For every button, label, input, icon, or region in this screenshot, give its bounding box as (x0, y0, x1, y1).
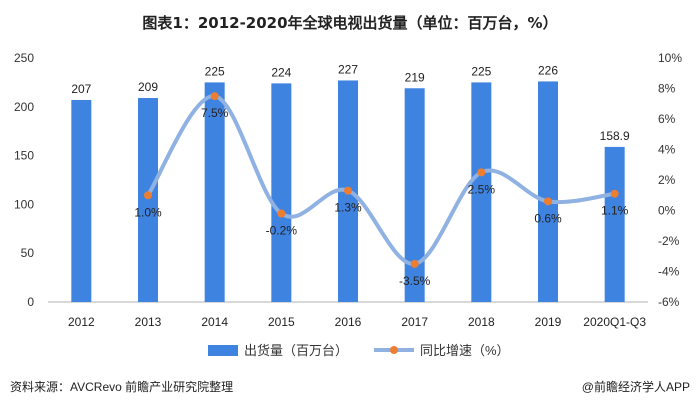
growth-point (610, 189, 619, 198)
bar (71, 99, 92, 302)
bar-value-label: 207 (71, 82, 91, 96)
bar (471, 82, 492, 303)
growth-line (144, 92, 619, 268)
bar (404, 88, 425, 302)
bar (271, 83, 292, 302)
growth-point (344, 186, 352, 195)
bars (71, 80, 625, 303)
bar (538, 81, 558, 302)
bar-value-label: 219 (405, 70, 425, 84)
growth-value-label: -0.2% (266, 224, 298, 238)
growth-point (210, 92, 219, 101)
growth-value-label: 7.5% (201, 106, 229, 120)
bar-value-label: 158.9 (600, 129, 630, 143)
bar (204, 82, 225, 303)
x-tick-label: 2015 (268, 315, 295, 329)
x-tick-label: 2017 (401, 315, 428, 329)
growth-value-label: 2.5% (468, 182, 496, 196)
source-note: 资料来源：AVCRevo 前瞻产业研究院整理 (10, 379, 233, 394)
legend-bar-swatch (208, 345, 238, 356)
growth-value-label: 1.3% (334, 201, 362, 215)
x-tick-label: 2012 (68, 315, 95, 329)
data-labels: 207 209 225 224 227 219 225 226 158.9 1.0% 7.5% -0.… (71, 62, 630, 287)
legend-line-label: 同比增速（%） (420, 343, 510, 358)
y-left-tick-label: 100 (14, 197, 34, 211)
x-tick-label: 2014 (201, 315, 228, 329)
bar-value-label: 209 (138, 80, 158, 94)
chart-title: 图表1：2012-2020年全球电视出货量（单位：百万台，%） (142, 14, 557, 32)
axes: 0 50 100 150 200 250 -6% -4% -2% 0% 2% 4% 6% 8% 10% 201… (14, 51, 682, 329)
bar (604, 146, 625, 302)
growth-value-label: -3.5% (399, 274, 431, 288)
y-right-tick-label: -2% (658, 234, 680, 248)
x-tick-label: 2020Q1-Q3 (583, 315, 646, 329)
growth-value-label: 0.6% (534, 211, 562, 225)
growth-value-label: 1.1% (601, 204, 629, 218)
growth-point (477, 168, 486, 177)
y-left-tick-label: 150 (14, 149, 34, 163)
x-tick-label: 2016 (335, 315, 362, 329)
growth-point (410, 259, 419, 268)
growth-point (277, 209, 286, 218)
bar (138, 98, 158, 303)
x-tick-label: 2018 (468, 315, 495, 329)
bar-value-label: 227 (338, 62, 358, 76)
bar-value-label: 225 (471, 64, 491, 78)
legend-bar-label: 出货量（百万台） (244, 343, 348, 358)
y-left-tick-label: 200 (14, 100, 34, 114)
y-right-tick-label: -6% (658, 295, 680, 309)
y-right-tick-label: -4% (658, 265, 680, 279)
y-right-tick-label: 2% (658, 173, 676, 187)
y-right-tick-label: 4% (658, 143, 676, 157)
legend: 出货量（百万台） 同比增速（%） (208, 343, 510, 358)
growth-point (544, 197, 552, 206)
bar-value-label: 225 (205, 64, 225, 78)
legend-line-marker (390, 346, 398, 354)
y-left-tick-label: 250 (14, 51, 34, 65)
x-tick-label: 2019 (535, 315, 562, 329)
bar-value-label: 226 (538, 63, 558, 77)
growth-point (144, 191, 152, 200)
y-right-tick-label: 6% (658, 112, 676, 126)
bar-value-label: 224 (271, 65, 291, 79)
brand-credit: @前瞻经济学人APP (582, 379, 690, 394)
y-left-tick-label: 50 (21, 246, 35, 260)
y-right-tick-label: 8% (658, 82, 676, 96)
y-right-tick-label: 10% (658, 51, 682, 65)
growth-value-label: 1.0% (134, 205, 162, 219)
y-right-tick-label: 0% (658, 204, 676, 218)
x-tick-label: 2013 (135, 315, 162, 329)
y-left-tick-label: 0 (27, 295, 34, 309)
